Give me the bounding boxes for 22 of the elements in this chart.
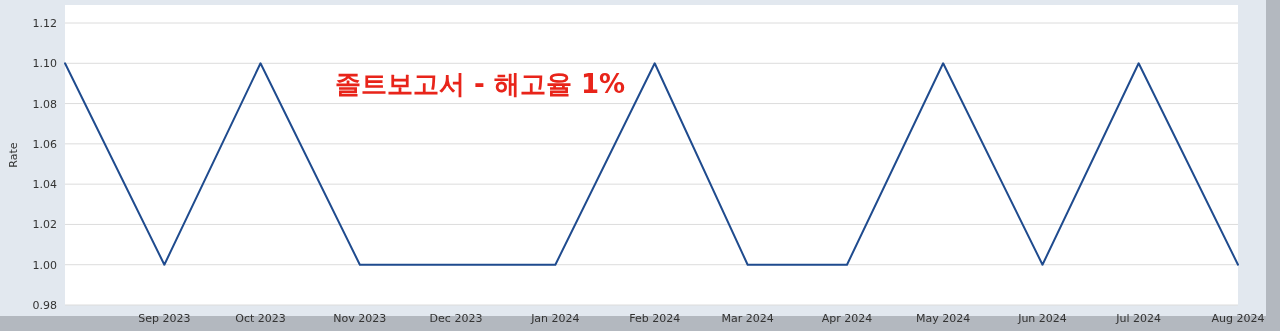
x-tick-label: Jul 2024 <box>1115 312 1162 325</box>
y-tick-label: 1.02 <box>32 218 57 232</box>
x-tick-label: Aug 2024 <box>1211 312 1265 325</box>
y-tick-label: 1.08 <box>32 97 57 111</box>
x-tick-label: Feb 2024 <box>629 312 681 325</box>
y-tick-label: 1.12 <box>32 17 57 30</box>
y-tick-label: 1.10 <box>32 57 57 71</box>
x-tick-label: Jun 2024 <box>1017 312 1067 325</box>
y-tick-label: 1.06 <box>32 137 57 151</box>
y-axis-title: Rate <box>7 142 20 168</box>
x-tick-label: Sep 2023 <box>138 312 191 325</box>
x-tick-label: Jan 2024 <box>530 312 580 325</box>
y-tick-label: 1.00 <box>32 258 57 272</box>
y-tick-label: 0.98 <box>32 299 57 312</box>
x-tick-label: Oct 2023 <box>235 312 286 325</box>
x-tick-label: May 2024 <box>916 312 971 325</box>
x-tick-label: Apr 2024 <box>821 312 873 325</box>
y-tick-label: 1.04 <box>32 178 57 192</box>
x-tick-label: Nov 2023 <box>333 312 387 325</box>
x-tick-label: Dec 2023 <box>429 312 483 325</box>
annotation: 졸트보고서 - 해고율 1% <box>335 69 626 99</box>
x-tick-label: Mar 2024 <box>721 312 774 325</box>
